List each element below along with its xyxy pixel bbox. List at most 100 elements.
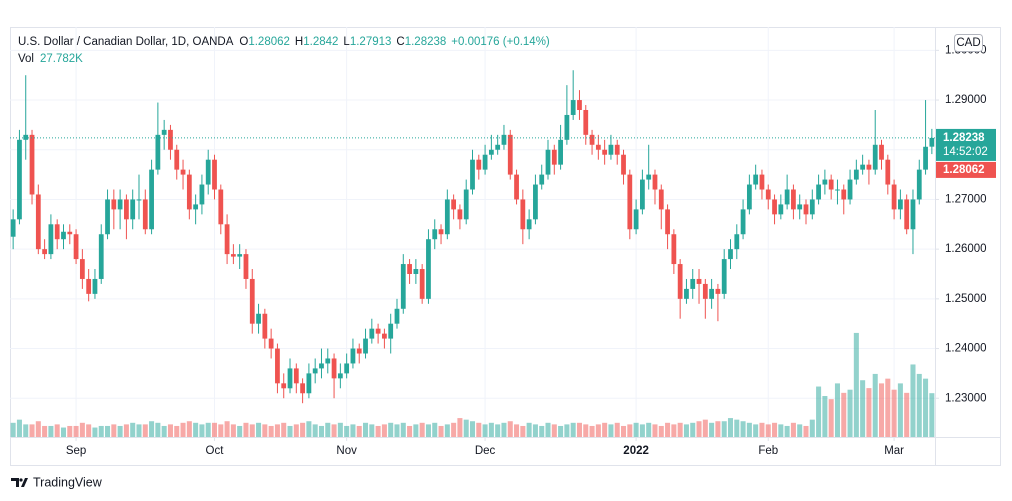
volume-bar [765,424,771,437]
volume-bar [910,364,916,437]
candle-body [551,149,557,165]
change-value: +0.00176 (+0.14%) [451,36,550,48]
volume-bar [608,424,614,437]
candle-body [199,184,205,205]
candle-body [570,100,576,115]
volume-bar [570,422,576,437]
candle-body [312,368,318,374]
candle-body [300,383,305,394]
ohlc-letter: L [343,36,350,48]
volume-bar [293,424,299,437]
ohlc-letter: C [396,36,404,48]
volume-bar [218,424,224,437]
candle-body [256,313,261,324]
candle-body [174,149,180,170]
x-tick-label: Feb [758,445,778,457]
open-price-box [936,161,996,178]
volume-bar [495,424,501,437]
last-price-label: 1.28238 [943,132,985,144]
volume-bar [92,427,98,437]
candle-body [608,144,614,155]
volume-bar [400,422,406,437]
candle-body [646,174,652,180]
volume-bar [356,425,362,437]
candle-body [224,224,230,255]
candle-body [923,146,928,170]
candle-body [10,219,16,237]
volume-bar [614,422,620,437]
volume-bar [696,421,702,437]
volume-bar [633,422,639,437]
y-tick-label: 1.25000 [945,293,987,305]
candle-body [904,199,910,230]
candle-body [577,100,582,110]
candle-body [614,144,620,155]
volume-bar [469,421,476,437]
volume-bar [130,422,136,437]
volume-bar [891,389,897,437]
volume-bar [331,424,337,437]
candle-body [344,363,350,374]
symbol-title: U.S. Dollar / Canadian Dollar, 1D, OANDA [18,36,234,48]
candle-body [350,348,356,364]
volume-bar [136,424,142,437]
volume-bar [639,424,645,437]
volume-bar [878,383,885,437]
volume-bar [243,422,249,437]
candle-body [520,199,526,230]
volume-bar [595,424,601,437]
volume-bar [274,424,280,437]
volume-bar [690,422,696,437]
candle-body [809,199,815,215]
candle-body [155,134,161,170]
candle-body [715,288,721,294]
candle-body [281,383,287,389]
candle-body [35,194,41,250]
candle-body [79,259,85,279]
candle-body [369,328,375,339]
candle-body [249,278,255,324]
currency-box[interactable] [954,34,983,52]
volume-bar [73,425,79,437]
x-tick-label: Oct [206,445,225,457]
volume-bar [721,421,727,437]
volume-bar [822,396,828,437]
candle-body [621,154,626,175]
volume-bar [111,424,117,437]
candle-body [539,174,545,185]
volume-bar [841,392,847,437]
volume-bar [847,389,853,437]
ohlc-value: 1.28062 [248,36,290,48]
volume-bar [363,422,369,437]
candle-body [23,134,29,140]
candle-body [193,204,199,210]
volume-bar [249,424,255,437]
candle-body [533,184,538,220]
candle-body [98,234,104,279]
volume-layer [10,332,935,437]
candle-body [73,234,79,260]
y-tick-label: 1.23000 [945,392,987,404]
candle-body [268,338,274,349]
volume-bar [866,388,872,437]
candle-body [558,139,563,165]
volume-bar [205,422,211,437]
volume-bar [444,424,450,437]
volume-bar [230,424,236,437]
candle-body [237,254,243,257]
volume-bar [727,418,734,437]
volume-bar [583,424,589,437]
candle-body [507,134,513,175]
candle-body [501,134,507,145]
candle-body [860,164,866,170]
volume-bar [48,425,54,437]
volume-bar [457,418,463,437]
ohlc-letter: O [239,36,248,48]
candle-body [866,164,872,170]
candle-body [394,308,400,324]
currency[interactable]: CAD [956,37,980,49]
candle-body [142,199,148,230]
volume-bar [224,421,230,437]
volume-bar [746,422,752,437]
candle-body [696,278,702,284]
